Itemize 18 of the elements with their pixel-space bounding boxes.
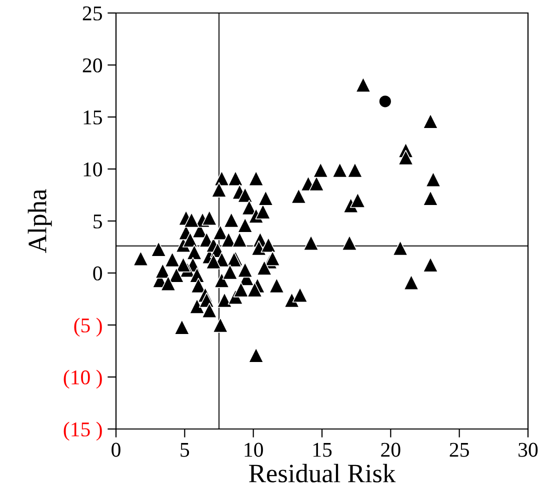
y-tick-label: 25 bbox=[82, 6, 102, 20]
x-tick-label: 25 bbox=[450, 442, 469, 457]
x-tick-label: 30 bbox=[518, 442, 538, 457]
x-tick-label: 10 bbox=[244, 442, 263, 457]
x-axis-title: Residual Risk bbox=[249, 464, 396, 482]
y-tick-label: (10 ) bbox=[64, 370, 102, 389]
y-tick-label: (15 ) bbox=[64, 422, 102, 441]
x-tick-label: 15 bbox=[313, 442, 332, 457]
y-tick-label: (5 ) bbox=[74, 318, 102, 337]
x-tick-label: 5 bbox=[180, 443, 190, 457]
x-tick-label: 20 bbox=[381, 442, 400, 457]
y-tick-label: 10 bbox=[84, 162, 102, 176]
y-axis-title: Alpha bbox=[28, 189, 52, 253]
y-tick-label: 20 bbox=[82, 58, 102, 72]
y-tick-label: 5 bbox=[94, 214, 102, 228]
x-tick-label: 0 bbox=[112, 442, 120, 457]
y-tick-label: 15 bbox=[84, 110, 102, 124]
y-tick-label: 0 bbox=[93, 266, 102, 280]
